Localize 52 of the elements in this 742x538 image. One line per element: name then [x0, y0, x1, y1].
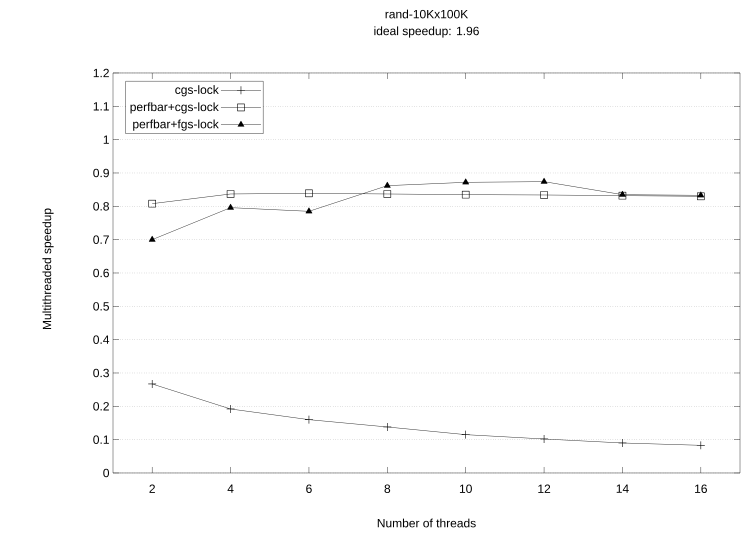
point: [227, 204, 234, 210]
legend-label: cgs-lock: [175, 85, 219, 96]
point: [540, 434, 548, 444]
point: [384, 182, 391, 188]
x-axis-title: Number of threads: [378, 518, 476, 528]
x-tick-label: 10: [460, 484, 472, 494]
y-tick-label: 1.2: [94, 68, 109, 78]
y-tick-label: 0.1: [93, 435, 109, 444]
y-tick-label: 0: [103, 468, 110, 478]
x-tick-label: 4: [228, 484, 234, 493]
chart-title: rand-10Kx100K: [386, 10, 468, 18]
point: [697, 192, 705, 200]
x-tick-label: 12: [538, 484, 550, 493]
chart-subtitle: ideal speedup: 1.96: [374, 26, 479, 38]
point: [226, 404, 235, 414]
point: [384, 190, 392, 198]
x-tick-label: 6: [306, 484, 312, 494]
point: [383, 422, 392, 432]
y-tick-label: 0.2: [93, 402, 109, 411]
point: [540, 191, 548, 199]
x-tick-label: 16: [695, 484, 707, 494]
y-axis-title: Multithreaded speedup: [42, 208, 54, 330]
point: [540, 178, 548, 184]
point: [698, 192, 704, 198]
y-tick-label: 1: [104, 136, 109, 144]
y-tick-label: 0.8: [93, 202, 109, 211]
x-tick-label: 14: [616, 484, 629, 493]
y-tick-label: 0.4: [93, 335, 110, 344]
point: [619, 190, 626, 197]
x-tick-label: 8: [384, 484, 390, 494]
point: [462, 190, 470, 198]
y-tick-label: 0.6: [93, 268, 109, 278]
point: [148, 380, 156, 388]
point: [462, 178, 470, 184]
point: [148, 200, 156, 208]
y-tick-label: 1.1: [94, 102, 109, 110]
point: [226, 190, 234, 198]
y-tick-label: 0.7: [93, 235, 109, 244]
point: [461, 430, 470, 439]
legend-label: perfbar+cgs-lock: [130, 102, 219, 114]
x-tick-label: 2: [149, 484, 155, 493]
y-tick-label: 0.9: [93, 168, 109, 178]
point: [618, 192, 626, 200]
y-tick-label: 0.3: [93, 368, 109, 378]
point: [148, 236, 156, 242]
point: [618, 438, 627, 448]
point: [304, 415, 314, 424]
y-tick-label: 0.5: [93, 302, 109, 311]
point: [305, 190, 313, 198]
point: [306, 208, 312, 214]
point: [696, 441, 706, 450]
legend-label: perfbar+fgs-lock: [133, 120, 219, 131]
